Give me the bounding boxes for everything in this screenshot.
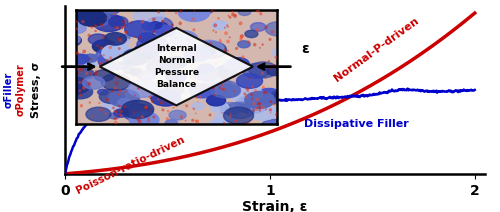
Text: σPolymer: σPolymer (16, 64, 26, 116)
X-axis label: Strain, ε: Strain, ε (242, 200, 308, 212)
Text: Dissipative Filler: Dissipative Filler (304, 119, 408, 129)
Text: Poisson-ratio-driven: Poisson-ratio-driven (74, 134, 186, 195)
Text: Stress, σ: Stress, σ (30, 62, 40, 118)
Text: σFiller: σFiller (4, 72, 14, 108)
Text: Normal-P-driven: Normal-P-driven (332, 16, 420, 84)
